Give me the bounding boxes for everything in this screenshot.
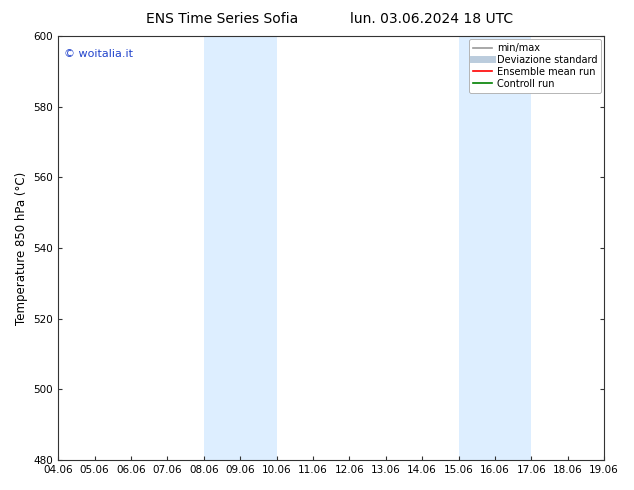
Bar (204, 36, 276, 460)
Bar (458, 36, 531, 460)
Text: lun. 03.06.2024 18 UTC: lun. 03.06.2024 18 UTC (349, 12, 513, 26)
Text: ENS Time Series Sofia: ENS Time Series Sofia (146, 12, 298, 26)
Text: © woitalia.it: © woitalia.it (63, 49, 133, 59)
Y-axis label: Temperature 850 hPa (°C): Temperature 850 hPa (°C) (15, 172, 28, 325)
Legend: min/max, Deviazione standard, Ensemble mean run, Controll run: min/max, Deviazione standard, Ensemble m… (469, 39, 601, 93)
